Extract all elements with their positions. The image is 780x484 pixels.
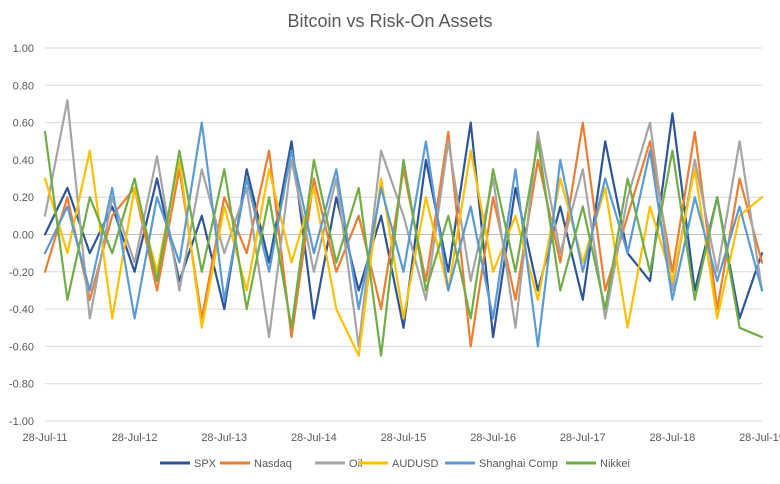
legend-label: Shanghai Comp — [479, 458, 558, 470]
y-tick-label: -0.20 — [9, 267, 34, 279]
x-tick-label: 28-Jul-18 — [649, 432, 695, 444]
x-tick-label: 28-Jul-13 — [201, 432, 247, 444]
x-tick-label: 28-Jul-16 — [470, 432, 516, 444]
gridlines — [45, 47, 762, 422]
y-tick-label: 1.00 — [13, 43, 34, 55]
y-axis-ticks: 1.00 0.80 0.60 0.40 0.20 0.00 -0.20 -0.40 -0.60 -… — [9, 43, 34, 428]
legend-label: SPX — [194, 458, 217, 470]
chart-title: Bitcoin vs Risk-On Assets — [287, 11, 492, 31]
legend-label: Nikkei — [600, 458, 630, 470]
y-tick-label: -0.80 — [9, 379, 34, 391]
series-line-oil — [43, 99, 764, 348]
y-tick-label: -0.40 — [9, 304, 34, 316]
x-tick-label: 28-Jul-12 — [112, 432, 158, 444]
series-line-shanghai-comp — [43, 121, 764, 348]
x-tick-label: 28-Jul-14 — [291, 432, 337, 444]
legend: SPX Nasdaq Oil AUDUSD Shanghai Comp Nikkei — [160, 458, 630, 470]
legend-label: Nasdaq — [254, 458, 292, 470]
x-axis-ticks: 28-Jul-11 28-Jul-12 28-Jul-13 28-Jul-14 28-J… — [22, 432, 780, 444]
y-tick-label: 0.80 — [13, 80, 34, 92]
series-lines — [43, 99, 764, 357]
y-tick-label: 0.40 — [13, 155, 34, 167]
x-tick-label: 28-Jul-11 — [22, 432, 67, 444]
legend-label: Oil — [349, 458, 362, 470]
series-line-nikkei — [43, 130, 764, 357]
y-tick-label: -0.60 — [9, 341, 34, 353]
legend-label: AUDUSD — [392, 458, 439, 470]
x-tick-label: 28-Jul-17 — [560, 432, 606, 444]
series-line-spx — [43, 112, 764, 339]
y-tick-label: -1.00 — [9, 416, 34, 428]
y-tick-label: 0.00 — [13, 230, 34, 242]
y-tick-label: 0.20 — [13, 192, 34, 204]
y-tick-label: 0.60 — [13, 118, 34, 130]
x-tick-label: 28-Jul-15 — [381, 432, 427, 444]
x-tick-label: 28-Jul-19 — [739, 432, 780, 444]
